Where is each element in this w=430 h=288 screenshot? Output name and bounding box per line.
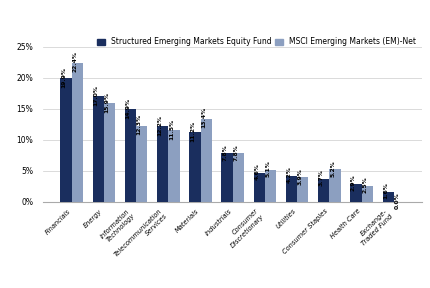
Text: 15.9%: 15.9% [104, 92, 109, 113]
Bar [168, 130, 179, 202]
Bar [297, 177, 308, 202]
Text: 17.0%: 17.0% [93, 85, 98, 106]
Bar [221, 153, 232, 202]
Bar [60, 79, 71, 202]
Bar [125, 109, 136, 202]
Bar [92, 96, 104, 202]
Text: 5.2%: 5.2% [329, 160, 334, 177]
Text: 4.2%: 4.2% [286, 166, 291, 183]
Bar [253, 173, 264, 202]
Legend: Structured Emerging Markets Equity Fund, MSCI Emerging Markets (EM)-Net: Structured Emerging Markets Equity Fund,… [96, 37, 416, 47]
Text: 12.3%: 12.3% [136, 114, 141, 135]
Bar [157, 126, 168, 202]
Bar [285, 176, 297, 202]
Text: 11.2%: 11.2% [190, 121, 194, 142]
Text: 7.8%: 7.8% [233, 144, 238, 161]
Bar [382, 192, 393, 202]
Text: 4.6%: 4.6% [254, 164, 259, 181]
Text: 2.5%: 2.5% [362, 177, 366, 194]
Bar [317, 179, 329, 202]
Bar [189, 132, 200, 202]
Text: 2.9%: 2.9% [350, 174, 355, 191]
Text: 0.0%: 0.0% [393, 192, 399, 209]
Bar [200, 119, 211, 202]
Text: 3.9%: 3.9% [297, 168, 302, 185]
Text: 22.4%: 22.4% [72, 51, 77, 72]
Text: 14.9%: 14.9% [125, 98, 130, 119]
Bar [329, 169, 340, 202]
Text: 7.8%: 7.8% [221, 144, 227, 161]
Bar [361, 186, 372, 202]
Text: 11.5%: 11.5% [169, 119, 174, 140]
Text: 19.9%: 19.9% [61, 67, 66, 88]
Bar [71, 63, 83, 202]
Text: 5.1%: 5.1% [265, 160, 270, 177]
Text: 13.4%: 13.4% [201, 107, 206, 128]
Text: 1.6%: 1.6% [382, 182, 387, 199]
Bar [264, 170, 276, 202]
Text: 3.7%: 3.7% [318, 169, 323, 186]
Bar [104, 103, 115, 202]
Bar [350, 184, 361, 202]
Text: 12.2%: 12.2% [157, 115, 162, 136]
Bar [232, 153, 243, 202]
Bar [136, 126, 147, 202]
